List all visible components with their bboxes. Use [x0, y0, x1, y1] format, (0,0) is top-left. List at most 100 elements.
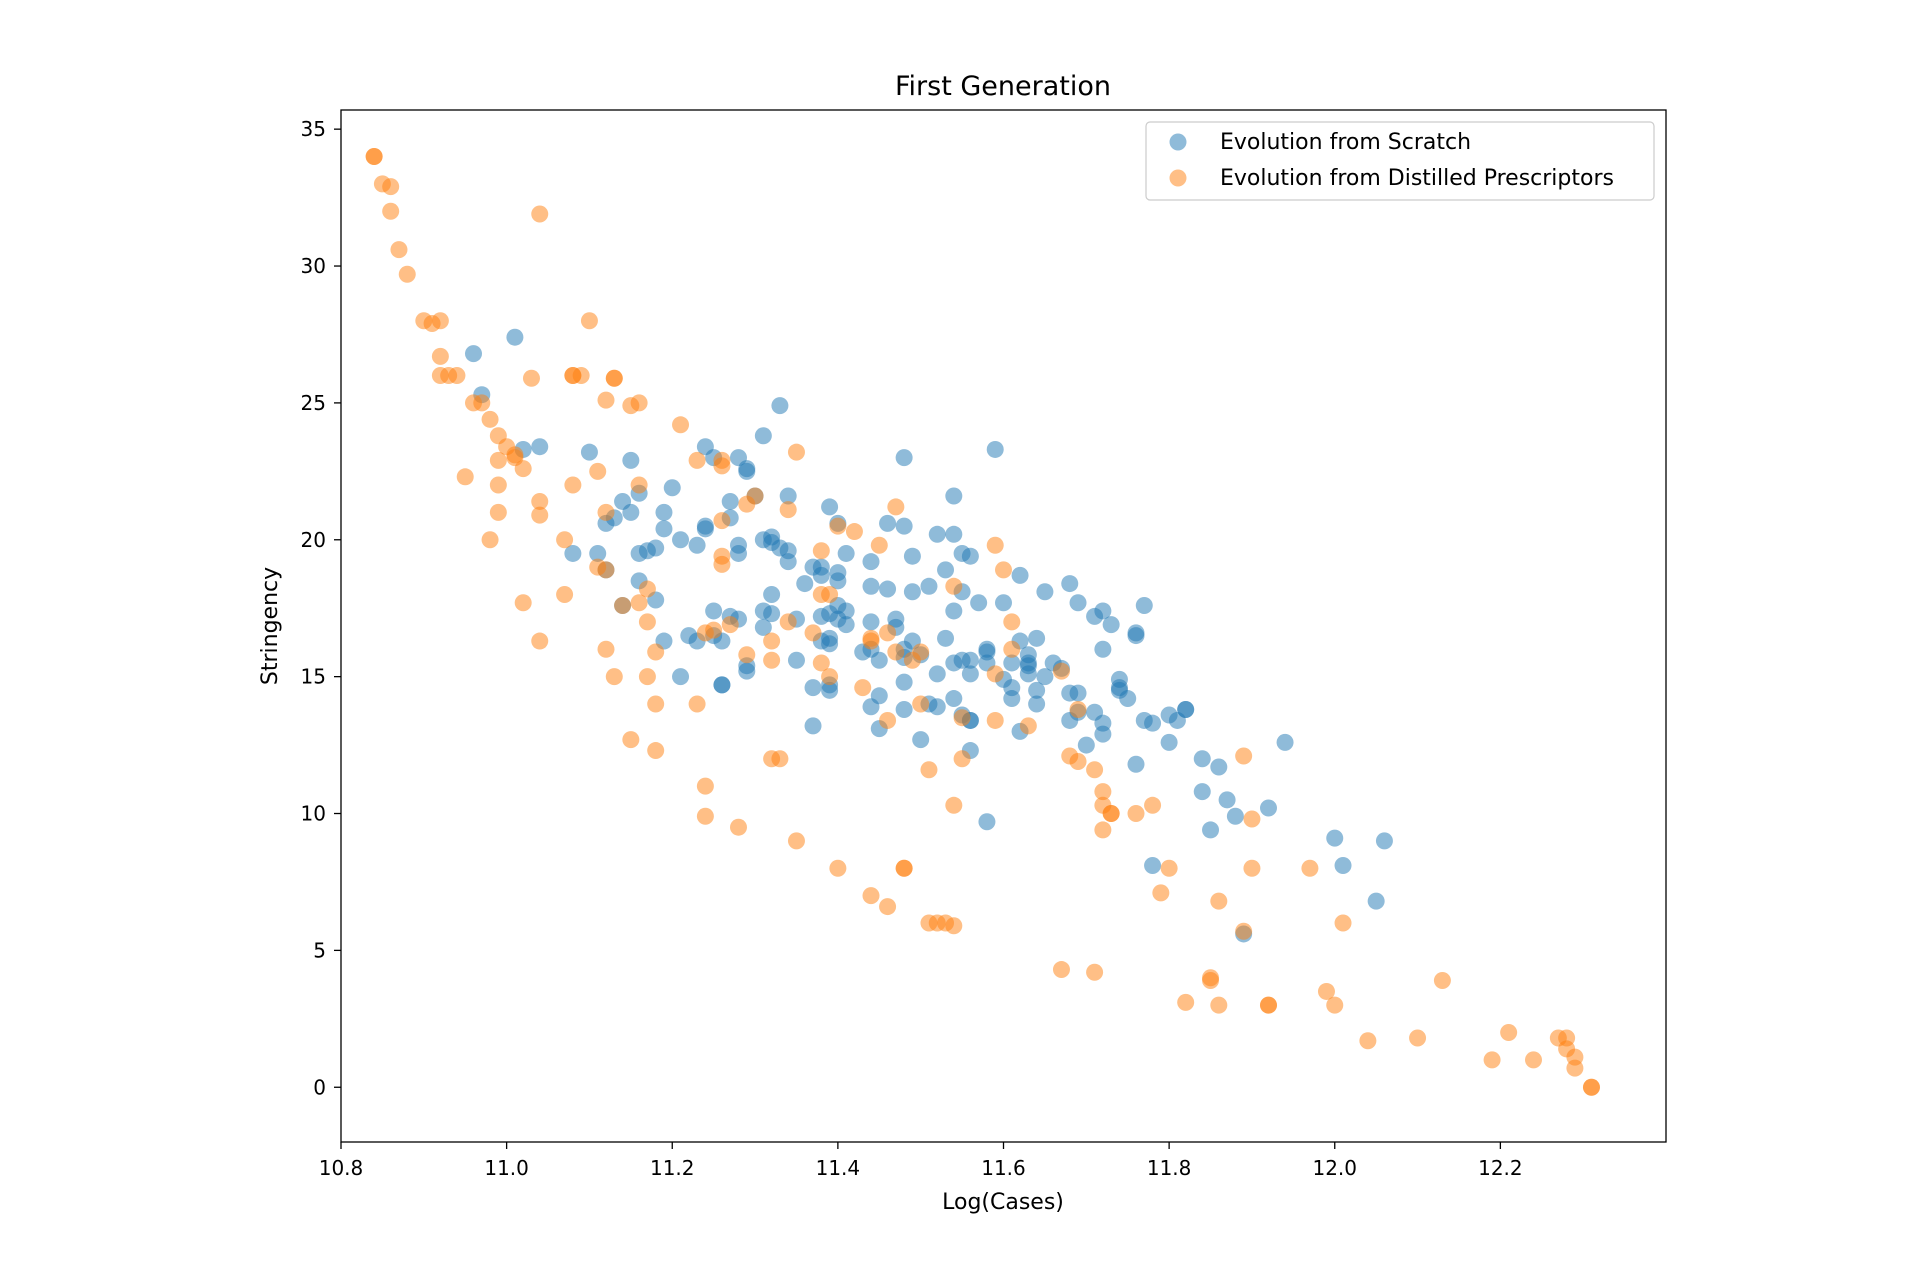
scatter-point-distilled [862, 629, 880, 647]
scatter-point-distilled [647, 643, 665, 661]
series-scratch [465, 328, 1393, 943]
scatter-point-scratch [663, 479, 681, 497]
scatter-point-scratch [821, 681, 839, 699]
scatter-point-scratch [1260, 799, 1277, 817]
scatter-point-distilled [456, 468, 474, 486]
scatter-point-scratch [1127, 755, 1145, 773]
scatter-point-distilled [647, 695, 665, 713]
scatter-point-scratch [1028, 629, 1046, 647]
scatter-point-distilled [448, 367, 466, 385]
scatter-point-distilled [630, 394, 648, 412]
scatter-point-distilled [365, 148, 383, 166]
scatter-point-distilled [481, 410, 499, 428]
scatter-point-distilled [986, 711, 1004, 729]
scatter-point-distilled [630, 476, 648, 494]
scatter-point-distilled [862, 887, 880, 905]
scatter-point-scratch [622, 503, 640, 521]
scatter-point-distilled [556, 531, 574, 549]
y-tick-label: 5 [313, 938, 326, 962]
scatter-point-scratch [1276, 733, 1294, 751]
scatter-point-scratch [531, 438, 549, 456]
scatter-point-distilled [672, 416, 690, 434]
scatter-point-distilled [1334, 914, 1352, 932]
scatter-point-scratch [928, 525, 946, 543]
scatter-point-scratch [961, 665, 979, 683]
scatter-point-scratch [879, 580, 897, 598]
scatter-point-scratch [804, 717, 822, 735]
scatter-point-scratch [1326, 829, 1344, 847]
scatter-point-distilled [696, 777, 714, 795]
scatter-point-distilled [1210, 996, 1228, 1014]
scatter-point-distilled [531, 205, 549, 223]
scatter-point-scratch [804, 679, 822, 697]
scatter-point-distilled [390, 241, 408, 259]
scatter-point-distilled [779, 501, 797, 519]
scatter-point-scratch [1102, 616, 1120, 634]
scatter-point-distilled [1525, 1051, 1542, 1069]
scatter-point-distilled [771, 750, 789, 768]
legend-marker-distilled [1169, 169, 1187, 187]
scatter-point-distilled [945, 917, 963, 935]
y-tick-label: 20 [301, 528, 326, 552]
scatter-point-distilled [605, 369, 623, 387]
scatter-point-distilled [1069, 700, 1087, 718]
scatter-point-distilled [1127, 805, 1145, 823]
scatter-point-scratch [895, 673, 913, 691]
scatter-point-distilled [953, 709, 971, 727]
scatter-point-scratch [589, 544, 607, 562]
scatter-point-distilled [1086, 963, 1104, 981]
scatter-point-scratch [1135, 596, 1153, 614]
scatter-point-distilled [812, 654, 830, 672]
scatter-point-scratch [1334, 857, 1352, 875]
scatter-point-distilled [514, 460, 532, 478]
scatter-point-distilled [431, 312, 449, 330]
scatter-point-scratch [672, 668, 690, 686]
scatter-point-scratch [837, 544, 855, 562]
scatter-point-scratch [837, 616, 855, 634]
scatter-point-distilled [713, 547, 731, 565]
scatter-point-distilled [638, 668, 656, 686]
scatter-point-scratch [465, 345, 482, 363]
scatter-point-scratch [945, 487, 963, 505]
x-tick-label: 11.0 [484, 1156, 529, 1180]
y-tick-label: 10 [301, 802, 326, 826]
scatter-point-distilled [1235, 747, 1253, 765]
scatter-point-distilled [879, 711, 897, 729]
scatter-point-scratch [580, 443, 598, 461]
scatter-point-scratch [688, 536, 706, 554]
scatter-point-distilled [879, 898, 897, 916]
x-tick-label: 11.6 [981, 1156, 1026, 1180]
y-tick-label: 35 [301, 117, 326, 141]
scatter-point-scratch [787, 651, 805, 669]
scatter-point-scratch [1367, 892, 1385, 910]
chart-title: First Generation [895, 71, 1111, 102]
y-axis-ticks: 0 5 10 15 20 25 30 35 [301, 117, 341, 1099]
scatter-point-distilled [1160, 859, 1178, 877]
scatter-point-distilled [1052, 961, 1070, 979]
scatter-point-distilled [953, 750, 971, 768]
scatter-point-distilled [895, 859, 913, 877]
scatter-point-distilled [431, 347, 449, 365]
scatter-point-distilled [721, 616, 739, 634]
scatter-point-scratch [622, 451, 640, 469]
scatter-point-scratch [655, 503, 673, 521]
scatter-point-distilled [829, 517, 847, 535]
scatter-point-distilled [1566, 1059, 1584, 1077]
y-tick-label: 15 [301, 665, 326, 689]
scatter-point-scratch [763, 605, 781, 623]
scatter-point-distilled [622, 731, 640, 749]
scatter-point-distilled [1003, 640, 1021, 658]
scatter-point-scratch [1019, 665, 1037, 683]
scatter-point-scratch [837, 602, 855, 620]
scatter-point-distilled [489, 503, 507, 521]
scatter-point-scratch [937, 561, 955, 579]
scatter-point-distilled [1433, 971, 1451, 989]
scatter-point-scratch [1094, 602, 1112, 620]
scatter-point-distilled [597, 391, 615, 409]
y-tick-label: 30 [301, 254, 326, 278]
scatter-point-scratch [862, 577, 880, 595]
scatter-point-distilled [1317, 982, 1335, 1000]
scatter-point-scratch [779, 553, 797, 571]
